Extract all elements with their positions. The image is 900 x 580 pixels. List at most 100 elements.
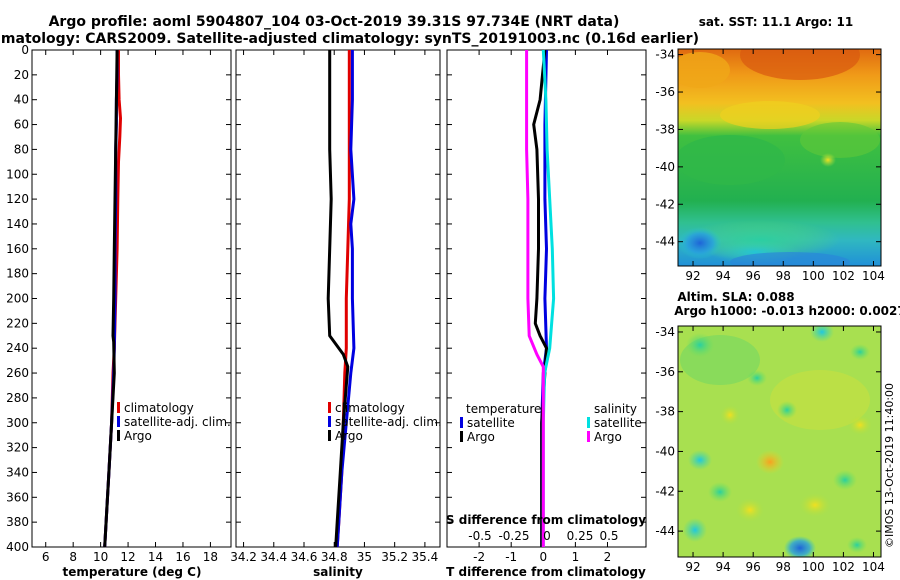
legend-label-argo: Argo <box>335 429 363 443</box>
sla-lat-axis: -34 -36 -38 -40 -42 -44 <box>655 325 881 538</box>
depth-tick-label: 240 <box>6 341 29 355</box>
depth-tick-label: 320 <box>6 441 29 455</box>
x-tick-label: 35.2 <box>381 550 408 564</box>
lon-tick-label: 98 <box>776 269 791 283</box>
legend-label-satellite-adj: satellite-adj. clim. <box>124 415 231 429</box>
legend-swatch-t-argo <box>460 431 463 442</box>
sst-lon-axis: 92 94 96 98 100 102 104 <box>685 49 885 283</box>
depth-tick-label: 340 <box>6 465 29 479</box>
x-tick-label: 0 <box>539 550 547 564</box>
series-line-t-argo <box>532 49 548 547</box>
legend-label-climatology: climatology <box>335 401 405 415</box>
lat-tick-label: -36 <box>655 85 675 99</box>
s-tick-label: -0.25 <box>498 529 529 543</box>
x-tick-label: 35 <box>357 550 372 564</box>
temperature-series <box>103 49 122 548</box>
temperature-legend: climatology satellite-adj. clim. Argo <box>117 401 231 443</box>
lon-tick-label: 94 <box>715 269 730 283</box>
lon-tick-label: 100 <box>802 560 825 574</box>
depth-tick-label: 260 <box>6 366 29 380</box>
legend-swatch-argo <box>117 430 120 441</box>
difference-panel: -2 -1 0 1 2 T difference from climatology S … <box>446 49 647 579</box>
legend-swatch-s-argo <box>587 431 590 442</box>
lat-tick-label: -44 <box>655 524 675 538</box>
lat-tick-label: -42 <box>655 197 675 211</box>
x-tick-label: 34.8 <box>321 550 348 564</box>
legend-label-argo: Argo <box>124 429 152 443</box>
sla-map-subtitle: Argo h1000: -0.013 h2000: 0.0027 <box>674 304 900 318</box>
depth-tick-label: 360 <box>6 490 29 504</box>
sla-lon-axis: 92 94 96 98 100 102 104 <box>685 326 885 574</box>
depth-tick-label: 140 <box>6 217 29 231</box>
legend-label-s-satellite: satellite <box>594 416 642 430</box>
lon-tick-label: 100 <box>802 269 825 283</box>
lat-tick-label: -34 <box>655 48 675 62</box>
depth-tick-label: 300 <box>6 416 29 430</box>
temperature-x-axis: 6 8 10 12 14 16 18 <box>42 50 218 564</box>
series-line-s-argo <box>525 50 545 547</box>
series-line-argo <box>326 50 350 548</box>
legend-header-salinity: salinity <box>594 402 637 416</box>
legend-label-climatology: climatology <box>124 401 194 415</box>
x-tick-label: 10 <box>93 550 108 564</box>
lon-tick-label: 102 <box>832 269 855 283</box>
sst-map-title: sat. SST: 11.1 Argo: 11 <box>699 15 853 29</box>
depth-tick-label: 220 <box>6 316 29 330</box>
x-tick-label: 18 <box>203 550 218 564</box>
x-tick-label: 14 <box>148 550 163 564</box>
depth-tick-label: 120 <box>6 192 29 206</box>
legend-swatch-satellite-adj <box>117 416 120 427</box>
lon-tick-label: 96 <box>746 560 761 574</box>
series-line-argo <box>103 49 119 548</box>
depth-tick-label: 400 <box>6 540 29 554</box>
temperature-plot-frame <box>31 49 232 548</box>
s-difference-ticks: -0.5 -0.25 0 0.25 0.5 <box>468 529 618 543</box>
salinity-depth-ticks <box>236 49 440 548</box>
x-tick-label: 16 <box>175 550 190 564</box>
sla-map-frame <box>677 325 882 558</box>
s-tick-label: 0.25 <box>567 529 594 543</box>
legend-label-satellite-adj: satellite-adj. clim. <box>335 415 442 429</box>
salinity-x-axis: 34.2 34.4 34.6 34.8 35 35.2 35.4 <box>230 50 438 564</box>
lon-tick-label: 94 <box>715 560 730 574</box>
lon-tick-label: 92 <box>685 269 700 283</box>
temperature-panel: 0 20 40 60 80 100 120 140 160 180 200 220 240 260 280 3… <box>6 43 232 579</box>
s-tick-label: 0 <box>543 529 551 543</box>
lon-tick-label: 92 <box>685 560 700 574</box>
lon-tick-label: 102 <box>832 560 855 574</box>
x-tick-label: 1 <box>572 550 580 564</box>
x-tick-label: 34.4 <box>260 550 287 564</box>
s-difference-axis-label: S difference from climatology <box>446 513 646 527</box>
depth-tick-label: 40 <box>14 93 29 107</box>
figure-title-line1: Argo profile: aoml 5904807_104 03-Oct-20… <box>49 14 620 30</box>
x-tick-label: 2 <box>604 550 612 564</box>
depth-tick-label: 200 <box>6 292 29 306</box>
legend-swatch-satellite-adj <box>328 416 331 427</box>
lat-tick-label: -40 <box>655 444 675 458</box>
x-tick-label: 34.6 <box>291 550 318 564</box>
x-tick-label: 35.4 <box>412 550 439 564</box>
s-tick-label: -0.5 <box>468 529 491 543</box>
x-tick-label: 12 <box>120 550 135 564</box>
depth-tick-label: 100 <box>6 167 29 181</box>
sst-map-image <box>678 49 881 266</box>
depth-axis: 0 20 40 60 80 100 120 140 160 180 200 220 240 260 280 3… <box>6 43 231 554</box>
salinity-series <box>326 50 356 548</box>
legend-swatch-t-satellite <box>460 417 463 428</box>
difference-depth-ticks <box>447 49 646 548</box>
legend-swatch-s-satellite <box>587 417 590 428</box>
lat-tick-label: -38 <box>655 122 675 136</box>
credit-text: ©IMOS 13-Oct-2019 11:40:00 <box>883 383 896 548</box>
salinity-panel: 34.2 34.4 34.6 34.8 35 35.2 35.4 salinity clim… <box>230 49 442 579</box>
sst-map-frame <box>677 48 882 267</box>
lat-tick-label: -38 <box>655 405 675 419</box>
depth-tick-label: 60 <box>14 118 29 132</box>
lat-tick-label: -44 <box>655 235 675 249</box>
sst-map: sat. SST: 11.1 Argo: 11 -34-36-38-40-42-… <box>655 15 885 283</box>
legend-swatch-climatology <box>328 402 331 413</box>
depth-tick-label: 0 <box>21 43 29 57</box>
s-tick-label: 0.5 <box>599 529 618 543</box>
depth-tick-label: 160 <box>6 242 29 256</box>
lon-tick-label: 104 <box>862 560 885 574</box>
